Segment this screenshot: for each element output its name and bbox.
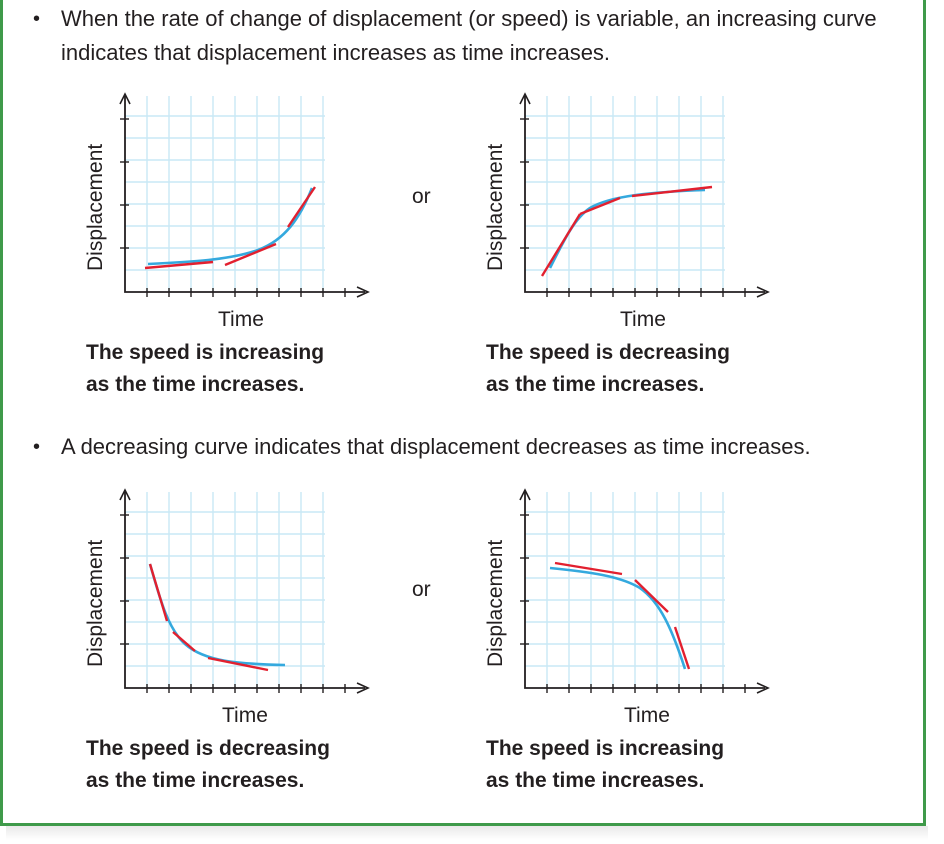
tangent-line [207, 656, 269, 672]
tangent-line [224, 242, 277, 267]
caption-line: The speed is decreasing [486, 341, 730, 364]
graph-plot [519, 488, 770, 694]
tangent-line [144, 260, 214, 270]
caption-line: The speed is increasing [86, 341, 325, 364]
graph-increasing-speed-up: Displacement Time [80, 88, 440, 338]
bullet-text: When the rate of change of displacement … [61, 6, 877, 65]
bullet-decreasing-curve: • A decreasing curve indicates that disp… [33, 430, 913, 464]
tangent-line [554, 561, 623, 576]
grid-lines [525, 96, 725, 292]
axis-ticks [520, 514, 746, 693]
axes [124, 492, 365, 689]
graph-caption: The speed is decreasing as the time incr… [486, 337, 730, 401]
tangent-line [579, 196, 621, 216]
displacement-curve [549, 566, 687, 670]
x-axis-arrow [756, 286, 770, 298]
grid-lines [525, 492, 725, 688]
tangent-line [540, 213, 582, 277]
bullet-dot: • [33, 8, 41, 30]
caption-line: The speed is decreasing [86, 737, 330, 760]
tangent-line [634, 579, 669, 613]
bullet-text: A decreasing curve indicates that displa… [61, 434, 811, 459]
grid-lines [125, 492, 325, 688]
y-axis-arrow [119, 488, 131, 501]
y-axis-label: Displacement [84, 539, 107, 667]
graph-plot [119, 488, 370, 694]
axis-ticks [520, 118, 746, 297]
tangent-line [631, 185, 713, 198]
tangent-line [172, 631, 196, 652]
tangent-line [673, 626, 691, 670]
x-axis-arrow [356, 682, 370, 694]
displacement-curve [147, 187, 314, 266]
y-axis-label: Displacement [484, 143, 507, 271]
graph-plot [119, 92, 370, 298]
y-axis-arrow [119, 92, 131, 105]
graph-decreasing-speed-up: Displacement Time [480, 484, 840, 734]
tangent-line [287, 186, 316, 228]
x-axis-label: Time [218, 308, 264, 331]
caption-line: as the time increases. [86, 769, 305, 792]
bullet-increasing-curve: • When the rate of change of displacemen… [33, 2, 903, 70]
caption-line: The speed is increasing [486, 737, 725, 760]
graph-caption: The speed is increasing as the time incr… [486, 733, 724, 797]
x-axis-label: Time [222, 704, 268, 727]
y-axis-arrow [519, 488, 531, 501]
y-axis-label: Displacement [484, 539, 507, 667]
x-axis-arrow [356, 286, 370, 298]
graph-caption: The speed is increasing as the time incr… [86, 337, 324, 401]
tangent-line [148, 563, 169, 622]
or-separator: or [412, 185, 431, 208]
caption-line: as the time increases. [486, 769, 705, 792]
frame-shadow [6, 826, 928, 840]
axis-ticks [120, 118, 346, 297]
graph-caption: The speed is decreasing as the time incr… [86, 733, 330, 797]
graph-decreasing-speed-down: Displacement Time [80, 484, 440, 734]
caption-line: as the time increases. [86, 373, 305, 396]
displacement-curve [548, 188, 706, 269]
displacement-curve [148, 563, 286, 667]
axis-ticks [120, 514, 346, 693]
caption-line: as the time increases. [486, 373, 705, 396]
x-axis-label: Time [624, 704, 670, 727]
y-axis-label: Displacement [84, 143, 107, 271]
x-axis-label: Time [620, 308, 666, 331]
content-frame [0, 0, 926, 826]
y-axis-arrow [519, 92, 531, 105]
bullet-dot: • [33, 436, 41, 458]
graph-increasing-speed-down: Displacement Time [480, 88, 840, 338]
or-separator: or [412, 578, 431, 601]
graph-plot [519, 92, 770, 298]
x-axis-arrow [756, 682, 770, 694]
